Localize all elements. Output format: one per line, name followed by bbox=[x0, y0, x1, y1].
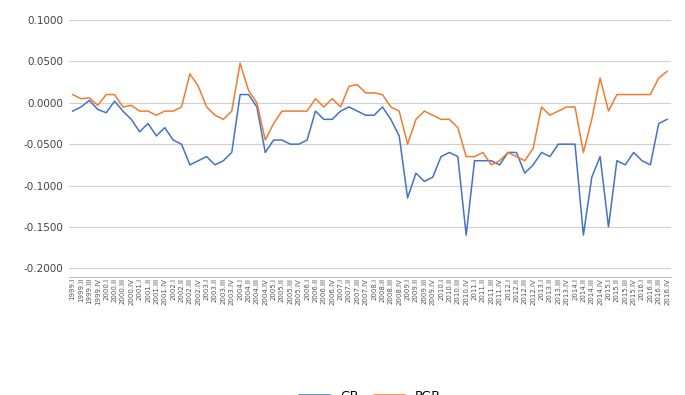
Legend: GB, PGB: GB, PGB bbox=[294, 385, 446, 395]
PGB bbox=[152, 113, 160, 118]
GB bbox=[412, 171, 420, 175]
GB bbox=[68, 109, 77, 113]
PGB bbox=[479, 150, 487, 155]
GB bbox=[630, 150, 638, 155]
Line: GB: GB bbox=[73, 94, 667, 235]
GB bbox=[453, 154, 462, 159]
PGB bbox=[487, 162, 495, 167]
PGB bbox=[68, 92, 77, 97]
GB bbox=[278, 138, 286, 143]
PGB bbox=[630, 92, 638, 97]
GB bbox=[487, 158, 495, 163]
Line: PGB: PGB bbox=[73, 63, 667, 165]
GB bbox=[462, 233, 471, 237]
GB bbox=[663, 117, 671, 122]
PGB bbox=[663, 69, 671, 74]
GB bbox=[152, 134, 160, 138]
PGB bbox=[453, 125, 462, 130]
PGB bbox=[278, 109, 286, 113]
PGB bbox=[236, 61, 245, 66]
GB bbox=[236, 92, 245, 97]
PGB bbox=[412, 117, 420, 122]
